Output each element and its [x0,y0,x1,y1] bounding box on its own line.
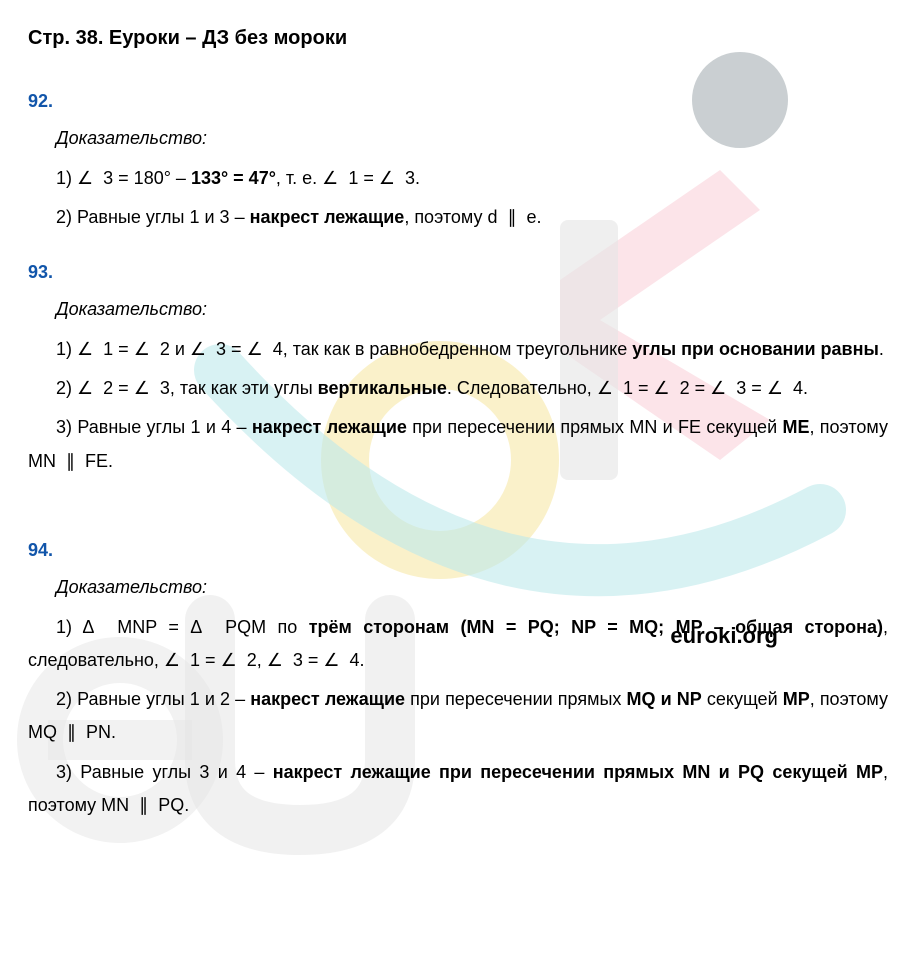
proof-step: 1) 3 = 180° – 133° = 47°, т. е. 1 = 3. [28,162,888,195]
proof-step: 2) Равные углы 1 и 2 – накрест лежащие п… [28,683,888,750]
triangle-symbol [82,617,105,637]
problem-number: 92. [28,85,888,118]
proof-label: Доказательство: [56,122,888,155]
proof-step: 2) 2 = 3, так как эти углы вертикальные.… [28,372,888,405]
document-content: Стр. 38. Еуроки – ДЗ без мороки 92. Дока… [28,20,888,822]
problem-94: 94. Доказательство: 1) MNP = PQM по трём… [28,534,888,822]
problem-92: 92. Доказательство: 1) 3 = 180° – 133° =… [28,85,888,234]
proof-label: Доказательство: [56,571,888,604]
watermark-url: euroki.org [670,616,778,657]
proof-step: 1) 1 = 2 и 3 = 4, так как в равнобедренн… [28,333,888,366]
parallel-symbol [503,207,522,227]
proof-step: 3) Равные углы 1 и 4 – накрест лежащие п… [28,411,888,478]
proof-step: 2) Равные углы 1 и 3 – накрест лежащие, … [28,201,888,234]
angle-symbol [77,168,98,188]
proof-step: 3) Равные углы 3 и 4 – накрест лежащие п… [28,756,888,823]
problem-number: 94. [28,534,888,567]
problem-number: 93. [28,256,888,289]
problem-93: 93. Доказательство: 1) 1 = 2 и 3 = 4, та… [28,256,888,478]
page-title: Стр. 38. Еуроки – ДЗ без мороки [28,20,888,57]
proof-label: Доказательство: [56,293,888,326]
